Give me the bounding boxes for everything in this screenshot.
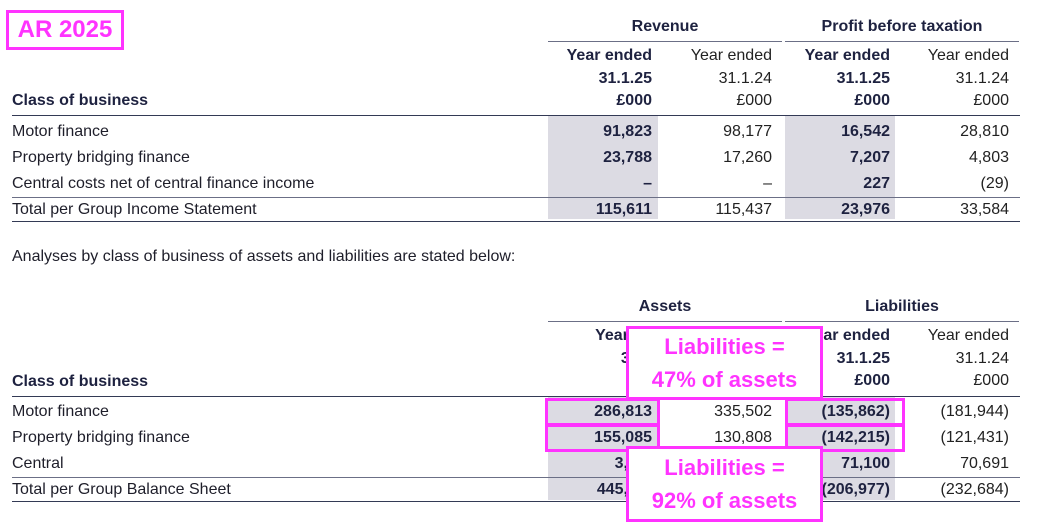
cell: 335,502 (714, 403, 772, 420)
header-rule (12, 396, 1020, 397)
group-header-revenue: Revenue (631, 18, 699, 35)
cell: 16,542 (841, 123, 890, 140)
highlight-box (785, 424, 905, 452)
cell: 28,810 (960, 123, 1009, 140)
cell: (206,977) (821, 481, 891, 498)
column-header: Year ended 31.1.24 £000 (927, 47, 1009, 109)
cell: 227 (863, 175, 890, 192)
cell: (232,684) (940, 481, 1010, 498)
cell: 7,207 (849, 149, 890, 166)
bottom-rule (12, 501, 1020, 502)
group-rule (785, 321, 1019, 322)
cell: 70,691 (960, 455, 1009, 472)
row-label: Total per Group Income Statement (12, 201, 257, 218)
cell: 115,437 (715, 201, 772, 218)
cell: (121,431) (940, 429, 1010, 446)
cell: 71,100 (841, 455, 890, 472)
cell: – (763, 175, 772, 192)
cell: 4,803 (968, 149, 1009, 166)
group-rule (548, 321, 782, 322)
cell: – (643, 175, 652, 192)
row-header: Class of business (12, 92, 149, 109)
current-year-shade (548, 116, 658, 219)
group-header-assets: Assets (638, 298, 692, 315)
group-rule (548, 41, 782, 42)
cell: (29) (980, 175, 1009, 192)
cell: 23,788 (603, 149, 652, 166)
callout-liabilities-92: Liabilities = 92% of assets (626, 446, 823, 522)
callout-liabilities-47: Liabilities = 47% of assets (626, 326, 823, 400)
cell: (181,944) (940, 403, 1010, 420)
cell: 91,823 (603, 123, 652, 140)
cell: 115,611 (595, 201, 652, 218)
cell: 445, (596, 481, 628, 498)
group-header-profit: Profit before taxation (821, 18, 983, 35)
cell: 130,808 (714, 429, 772, 446)
row-label: Total per Group Balance Sheet (12, 481, 231, 498)
cell: (142,215) (821, 429, 891, 446)
row-label: Motor finance (12, 123, 109, 140)
row-label: Property bridging finance (12, 149, 190, 166)
report-badge: AR 2025 (6, 10, 124, 50)
cell: 33,584 (960, 201, 1009, 218)
row-label: Motor finance (12, 403, 109, 420)
cell: 3, (614, 455, 628, 472)
highlight-box (785, 398, 905, 426)
row-label: Central costs net of central finance inc… (12, 175, 315, 192)
column-header: Year ended 31.1.24 £000 (690, 47, 772, 109)
row-label: Central (12, 455, 64, 472)
row-label: Property bridging finance (12, 429, 190, 446)
total-rule (12, 477, 1020, 478)
cell: 98,177 (723, 123, 772, 140)
column-header: Year ended 31.1.24 £000 (927, 327, 1009, 389)
cell: (135,862) (821, 403, 891, 420)
group-rule (785, 41, 1019, 42)
highlight-box (545, 424, 660, 452)
cell: 286,813 (594, 403, 652, 420)
column-header: Year ended 31.1.25 £000 (566, 47, 652, 109)
column-header: Year ended 31.1.25 £000 (804, 47, 890, 109)
cell: 155,085 (594, 429, 652, 446)
highlight-box (545, 398, 660, 426)
bottom-rule (12, 221, 1020, 222)
current-year-shade (785, 116, 895, 219)
row-header: Class of business (12, 373, 149, 390)
analysis-note: Analyses by class of business of assets … (12, 248, 516, 265)
cell: 17,260 (723, 149, 772, 166)
total-rule (12, 197, 1020, 198)
header-rule (12, 115, 1020, 116)
group-header-liabilities: Liabilities (865, 298, 939, 315)
column-header: ar ended 31.1.25 £000 (823, 327, 890, 389)
cell: 23,976 (841, 201, 890, 218)
